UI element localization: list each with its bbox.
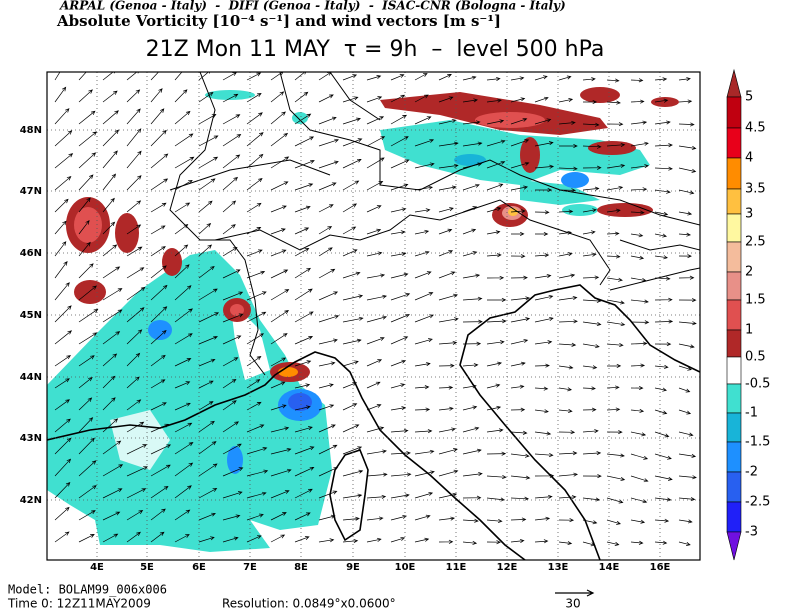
- field-title: Absolute Vorticity [10⁻⁴ s⁻¹] and wind v…: [56, 12, 501, 30]
- colorbar-segment: [726, 213, 742, 243]
- lon-label: 16E: [650, 562, 671, 573]
- wind-vectors: [54, 72, 697, 547]
- map-frame: [46, 71, 701, 561]
- colorbar-segment: [726, 329, 742, 358]
- chart-title: 21Z Mon 11 MAY τ = 9h – level 500 hPa: [146, 37, 605, 62]
- graticule: [47, 72, 700, 560]
- lat-label: 43N: [20, 433, 42, 444]
- colorbar-segment: [726, 96, 742, 129]
- colorbar-segment: [726, 356, 742, 385]
- colorbar-segment: [726, 188, 742, 215]
- colorbar-segment: [726, 471, 742, 503]
- lon-label: 11E: [446, 562, 467, 573]
- colorbar-label: 2: [745, 265, 753, 280]
- colorbar-segment: [726, 157, 742, 190]
- colorbar-segment: [726, 241, 742, 273]
- lon-label: 14E: [599, 562, 620, 573]
- borders: [169, 72, 700, 376]
- resolution-label: Resolution: 0.0849°x0.0600°: [222, 597, 396, 611]
- colorbar-label: -1: [745, 406, 758, 421]
- lon-label: 12E: [497, 562, 518, 573]
- colorbar-label: 1.5: [745, 293, 766, 308]
- lat-label: 45N: [20, 310, 42, 321]
- colorbar-segment: [726, 412, 742, 443]
- colorbar-label: 0.5: [745, 350, 766, 365]
- vector-reference-arrow: [555, 589, 595, 597]
- lat-label: 42N: [20, 495, 42, 506]
- coastlines: [47, 284, 700, 560]
- wind-arrows: [54, 72, 697, 547]
- colorbar: 5 4.5 4 3.5 3 2.5 2 1.5 1 0.5 -0.5 -1 -1.5 -2 -2.5 -3: [726, 68, 770, 561]
- colorbar-label: -2.5: [745, 495, 770, 510]
- lat-label: 47N: [20, 186, 42, 197]
- colorbar-label: 3.5: [745, 182, 766, 197]
- colorbar-label: 4: [745, 151, 753, 166]
- colorbar-segment: [726, 127, 742, 159]
- lon-label: 7E: [243, 562, 257, 573]
- colorbar-segment: [726, 441, 742, 473]
- colorbar-label: 2.5: [745, 235, 766, 250]
- lat-label: 46N: [20, 248, 42, 259]
- time-label: Time 0: 12Z11MAY2009: [7, 597, 151, 611]
- lon-label: 9E: [346, 562, 360, 573]
- map: [47, 72, 700, 560]
- agencies: ARPAL (Genoa - Italy) - DIFI (Genoa - It…: [59, 0, 566, 13]
- lon-label: 5E: [140, 562, 154, 573]
- colorbar-label: 3: [745, 207, 753, 222]
- lon-label: 8E: [294, 562, 308, 573]
- lat-label: 44N: [20, 372, 42, 383]
- colorbar-bottom: [726, 531, 742, 561]
- vector-reference-label: 30: [565, 597, 580, 611]
- colorbar-segment: [726, 271, 742, 301]
- lon-label: 10E: [395, 562, 416, 573]
- colorbar-segment: [726, 299, 742, 331]
- colorbar-label: -3: [745, 525, 758, 540]
- colorbar-label: 4.5: [745, 121, 766, 136]
- lon-label: 6E: [192, 562, 206, 573]
- colorbar-label: 1: [745, 323, 753, 338]
- colorbar-segment: [726, 383, 742, 414]
- colorbar-label: 5: [745, 90, 753, 105]
- colorbar-label: -2: [745, 465, 758, 480]
- colorbar-top: [726, 68, 742, 98]
- model-label: Model: BOLAM99_006x006: [8, 583, 167, 597]
- colorbar-label: -1.5: [745, 435, 770, 450]
- lat-label: 48N: [20, 125, 42, 136]
- colorbar-segment: [726, 501, 742, 533]
- colorbar-label: -0.5: [745, 377, 770, 392]
- lon-label: 4E: [90, 562, 104, 573]
- lon-label: 13E: [548, 562, 569, 573]
